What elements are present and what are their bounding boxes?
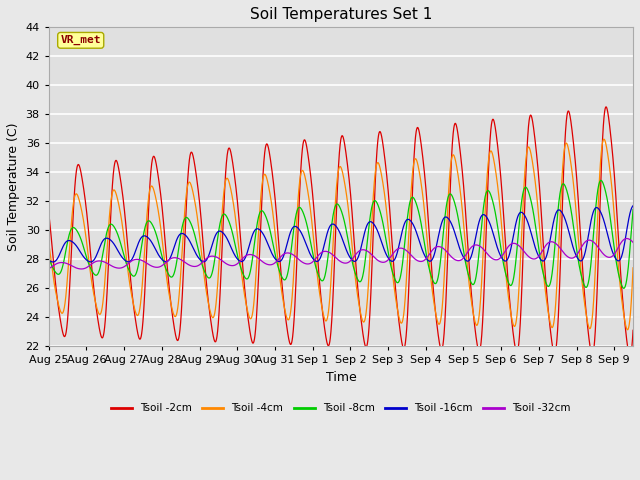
- Tsoil -8cm: [629, 207, 637, 213]
- Tsoil -8cm: [398, 264, 406, 270]
- Tsoil -8cm: [597, 178, 605, 183]
- X-axis label: Time: Time: [326, 371, 356, 384]
- Tsoil -32cm: [77, 266, 85, 272]
- Tsoil -32cm: [170, 255, 178, 261]
- Tsoil -4cm: [45, 240, 52, 246]
- Tsoil -4cm: [170, 312, 178, 318]
- Line: Tsoil -32cm: Tsoil -32cm: [49, 239, 633, 269]
- Tsoil -2cm: [629, 330, 637, 336]
- Tsoil -16cm: [170, 244, 178, 250]
- Tsoil -32cm: [45, 266, 52, 272]
- Tsoil -2cm: [629, 327, 637, 333]
- Tsoil -32cm: [408, 254, 416, 260]
- Tsoil -4cm: [629, 268, 637, 274]
- Legend: Tsoil -2cm, Tsoil -4cm, Tsoil -8cm, Tsoil -16cm, Tsoil -32cm: Tsoil -2cm, Tsoil -4cm, Tsoil -8cm, Tsoi…: [107, 399, 575, 418]
- Text: VR_met: VR_met: [60, 35, 101, 46]
- Tsoil -2cm: [45, 210, 52, 216]
- Tsoil -8cm: [629, 209, 637, 215]
- Tsoil -16cm: [629, 203, 637, 209]
- Tsoil -4cm: [600, 136, 608, 142]
- Tsoil -32cm: [208, 253, 216, 259]
- Line: Tsoil -8cm: Tsoil -8cm: [49, 180, 633, 288]
- Tsoil -2cm: [398, 341, 406, 347]
- Tsoil -16cm: [408, 220, 416, 226]
- Tsoil -4cm: [629, 265, 637, 271]
- Tsoil -8cm: [208, 271, 216, 276]
- Line: Tsoil -16cm: Tsoil -16cm: [49, 206, 633, 262]
- Tsoil -16cm: [574, 255, 582, 261]
- Tsoil -4cm: [398, 320, 406, 325]
- Tsoil -8cm: [408, 194, 416, 200]
- Tsoil -8cm: [170, 271, 178, 277]
- Tsoil -16cm: [49, 259, 57, 265]
- Tsoil -2cm: [626, 353, 634, 359]
- Tsoil -2cm: [573, 187, 581, 192]
- Tsoil -4cm: [573, 226, 581, 232]
- Tsoil -32cm: [623, 236, 630, 241]
- Line: Tsoil -2cm: Tsoil -2cm: [49, 107, 633, 356]
- Tsoil -16cm: [45, 257, 52, 263]
- Tsoil -2cm: [170, 323, 178, 329]
- Tsoil -32cm: [398, 245, 406, 251]
- Tsoil -16cm: [629, 203, 637, 209]
- Tsoil -4cm: [408, 173, 416, 179]
- Tsoil -32cm: [629, 240, 637, 245]
- Tsoil -32cm: [574, 251, 582, 256]
- Line: Tsoil -4cm: Tsoil -4cm: [49, 139, 633, 330]
- Tsoil -8cm: [573, 253, 581, 259]
- Tsoil -4cm: [624, 327, 632, 333]
- Title: Soil Temperatures Set 1: Soil Temperatures Set 1: [250, 7, 432, 22]
- Tsoil -8cm: [620, 286, 628, 291]
- Tsoil -8cm: [45, 255, 52, 261]
- Tsoil -16cm: [398, 228, 406, 234]
- Tsoil -4cm: [208, 314, 216, 320]
- Tsoil -2cm: [208, 325, 216, 331]
- Tsoil -2cm: [408, 192, 416, 198]
- Tsoil -2cm: [602, 104, 610, 110]
- Y-axis label: Soil Temperature (C): Soil Temperature (C): [7, 122, 20, 251]
- Tsoil -32cm: [629, 240, 637, 245]
- Tsoil -16cm: [208, 242, 216, 248]
